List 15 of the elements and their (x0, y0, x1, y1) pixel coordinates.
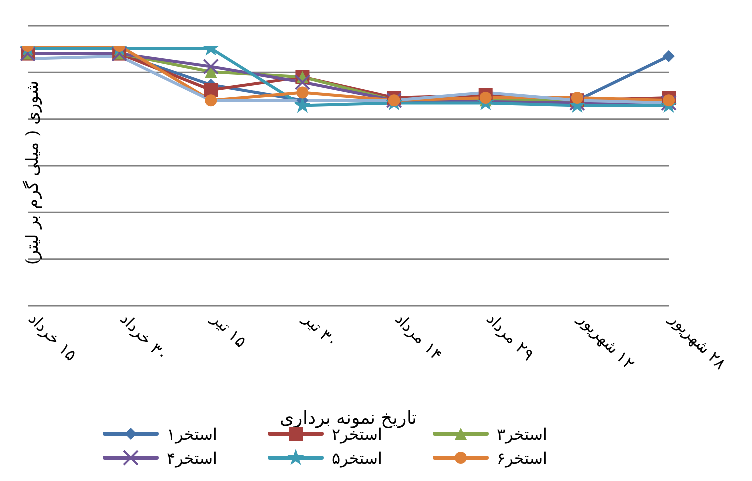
y-axis-title: شوری ( میلی گرم بر لیتر) (22, 80, 43, 266)
x-tick-label: ۲۸ شهریور (665, 308, 731, 374)
x-tick-label: ۱۵ تیر (208, 308, 251, 352)
x-tick-label: ۱۵ خرداد (25, 309, 82, 366)
x-tick-label: ۳۰ تیر (299, 308, 342, 352)
x-tick-label: ۳۰ خرداد (116, 309, 173, 366)
legend-label: استخر۴ (167, 448, 218, 468)
x-axis-title: تاریخ نمونه برداری (280, 408, 418, 429)
legend-label: استخر۳ (497, 424, 548, 444)
legend-label: استخر۶ (497, 448, 548, 468)
legend-label: استخر۱ (167, 424, 218, 444)
legend-label: استخر۵ (332, 448, 382, 468)
x-tick-label: ۲۹ مرداد (483, 309, 538, 365)
x-tick-label: ۱۲ شهریور (574, 308, 640, 374)
x-tick-label: ۱۴ مرداد (391, 309, 447, 365)
